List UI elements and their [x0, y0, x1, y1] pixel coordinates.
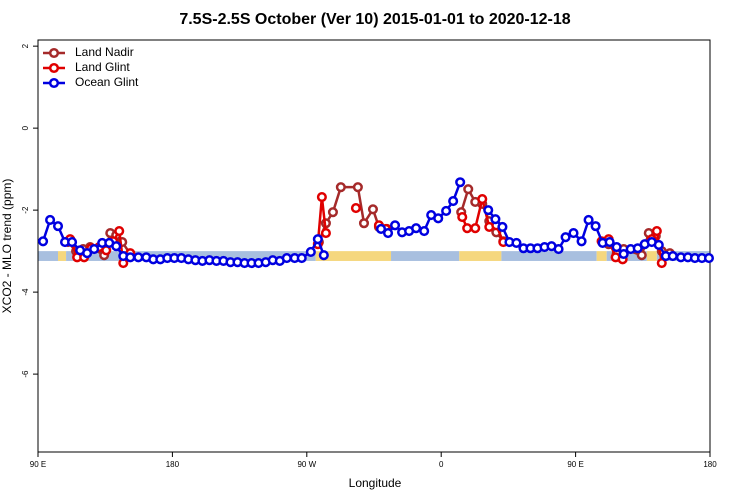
surface-band [646, 251, 657, 261]
data-point [463, 184, 474, 195]
y-tick-label: 0 [21, 125, 30, 130]
data-point [560, 232, 571, 243]
data-point [52, 221, 64, 232]
surface-band [315, 251, 392, 261]
surface-band [38, 251, 59, 261]
legend-label: Land Nadir [75, 45, 134, 59]
data-point [382, 228, 394, 239]
legend-marker [48, 77, 60, 89]
x-tick-label: 0 [439, 460, 444, 469]
data-point [367, 204, 379, 215]
data-point [455, 177, 466, 188]
x-tick-label: 90 W [297, 460, 316, 469]
data-point [419, 225, 430, 237]
data-point [448, 196, 459, 207]
data-point [390, 220, 401, 231]
y-tick-label: -4 [21, 288, 30, 296]
x-tick-label: 90 E [30, 460, 46, 469]
data-point [553, 244, 564, 255]
data-point [320, 228, 331, 239]
data-point [327, 207, 338, 218]
x-axis-label: Longitude [349, 476, 402, 490]
x-tick-label: 180 [703, 460, 717, 469]
data-point [618, 248, 629, 260]
data-point [470, 223, 481, 234]
x-tick-label: 90 E [567, 460, 583, 469]
data-point [318, 250, 329, 261]
y-tick-label: -6 [21, 370, 30, 378]
legend-marker [48, 47, 60, 59]
data-point [656, 257, 667, 269]
data-point [66, 237, 78, 248]
surface-band [459, 251, 502, 261]
data-point [358, 218, 370, 229]
data-point [312, 234, 323, 245]
legend-label: Land Glint [75, 60, 130, 74]
data-point [632, 243, 643, 254]
data-point [111, 241, 122, 252]
chart-title: 7.5S-2.5S October (Ver 10) 2015-01-01 to… [179, 11, 570, 28]
data-point [281, 253, 292, 264]
x-tick-label: 180 [166, 460, 180, 469]
data-point [636, 250, 647, 261]
data-point [483, 205, 494, 216]
data-point [604, 237, 615, 248]
data-point [511, 237, 522, 248]
data-point [352, 182, 363, 193]
surface-band [58, 251, 67, 261]
data-point [653, 239, 664, 251]
data-point [125, 252, 136, 263]
data-point [82, 248, 93, 259]
data-point [433, 213, 444, 224]
data-point [296, 253, 307, 264]
data-point [703, 253, 715, 264]
data-point [611, 241, 622, 253]
y-tick-label: -2 [21, 206, 30, 214]
data-point [89, 244, 100, 255]
data-point [590, 221, 601, 232]
data-point [45, 214, 56, 226]
data-point [497, 221, 508, 232]
data-point [568, 228, 579, 239]
data-point [114, 225, 125, 237]
surface-band [501, 251, 597, 261]
data-point [133, 252, 144, 263]
data-point [651, 225, 662, 237]
data-point [667, 250, 678, 262]
legend-label: Ocean Glint [75, 75, 139, 89]
y-axis-label: XCO2 - MLO trend (ppm) [0, 179, 14, 314]
data-point [38, 236, 49, 247]
data-point [335, 182, 346, 193]
data-point [411, 223, 422, 234]
data-point [350, 203, 361, 214]
data-point [477, 194, 488, 205]
plot-frame [37, 39, 711, 453]
data-point [316, 191, 327, 203]
data-point [462, 223, 473, 234]
data-point [375, 223, 387, 235]
data-point [490, 214, 501, 225]
data-point [457, 212, 468, 223]
data-point [583, 214, 594, 226]
y-tick-label: 2 [21, 43, 30, 48]
surface-band [391, 251, 460, 261]
data-point [441, 205, 452, 216]
surface-band [596, 251, 607, 261]
data-point [576, 236, 587, 247]
legend-marker [48, 62, 60, 74]
data-point [305, 246, 316, 257]
